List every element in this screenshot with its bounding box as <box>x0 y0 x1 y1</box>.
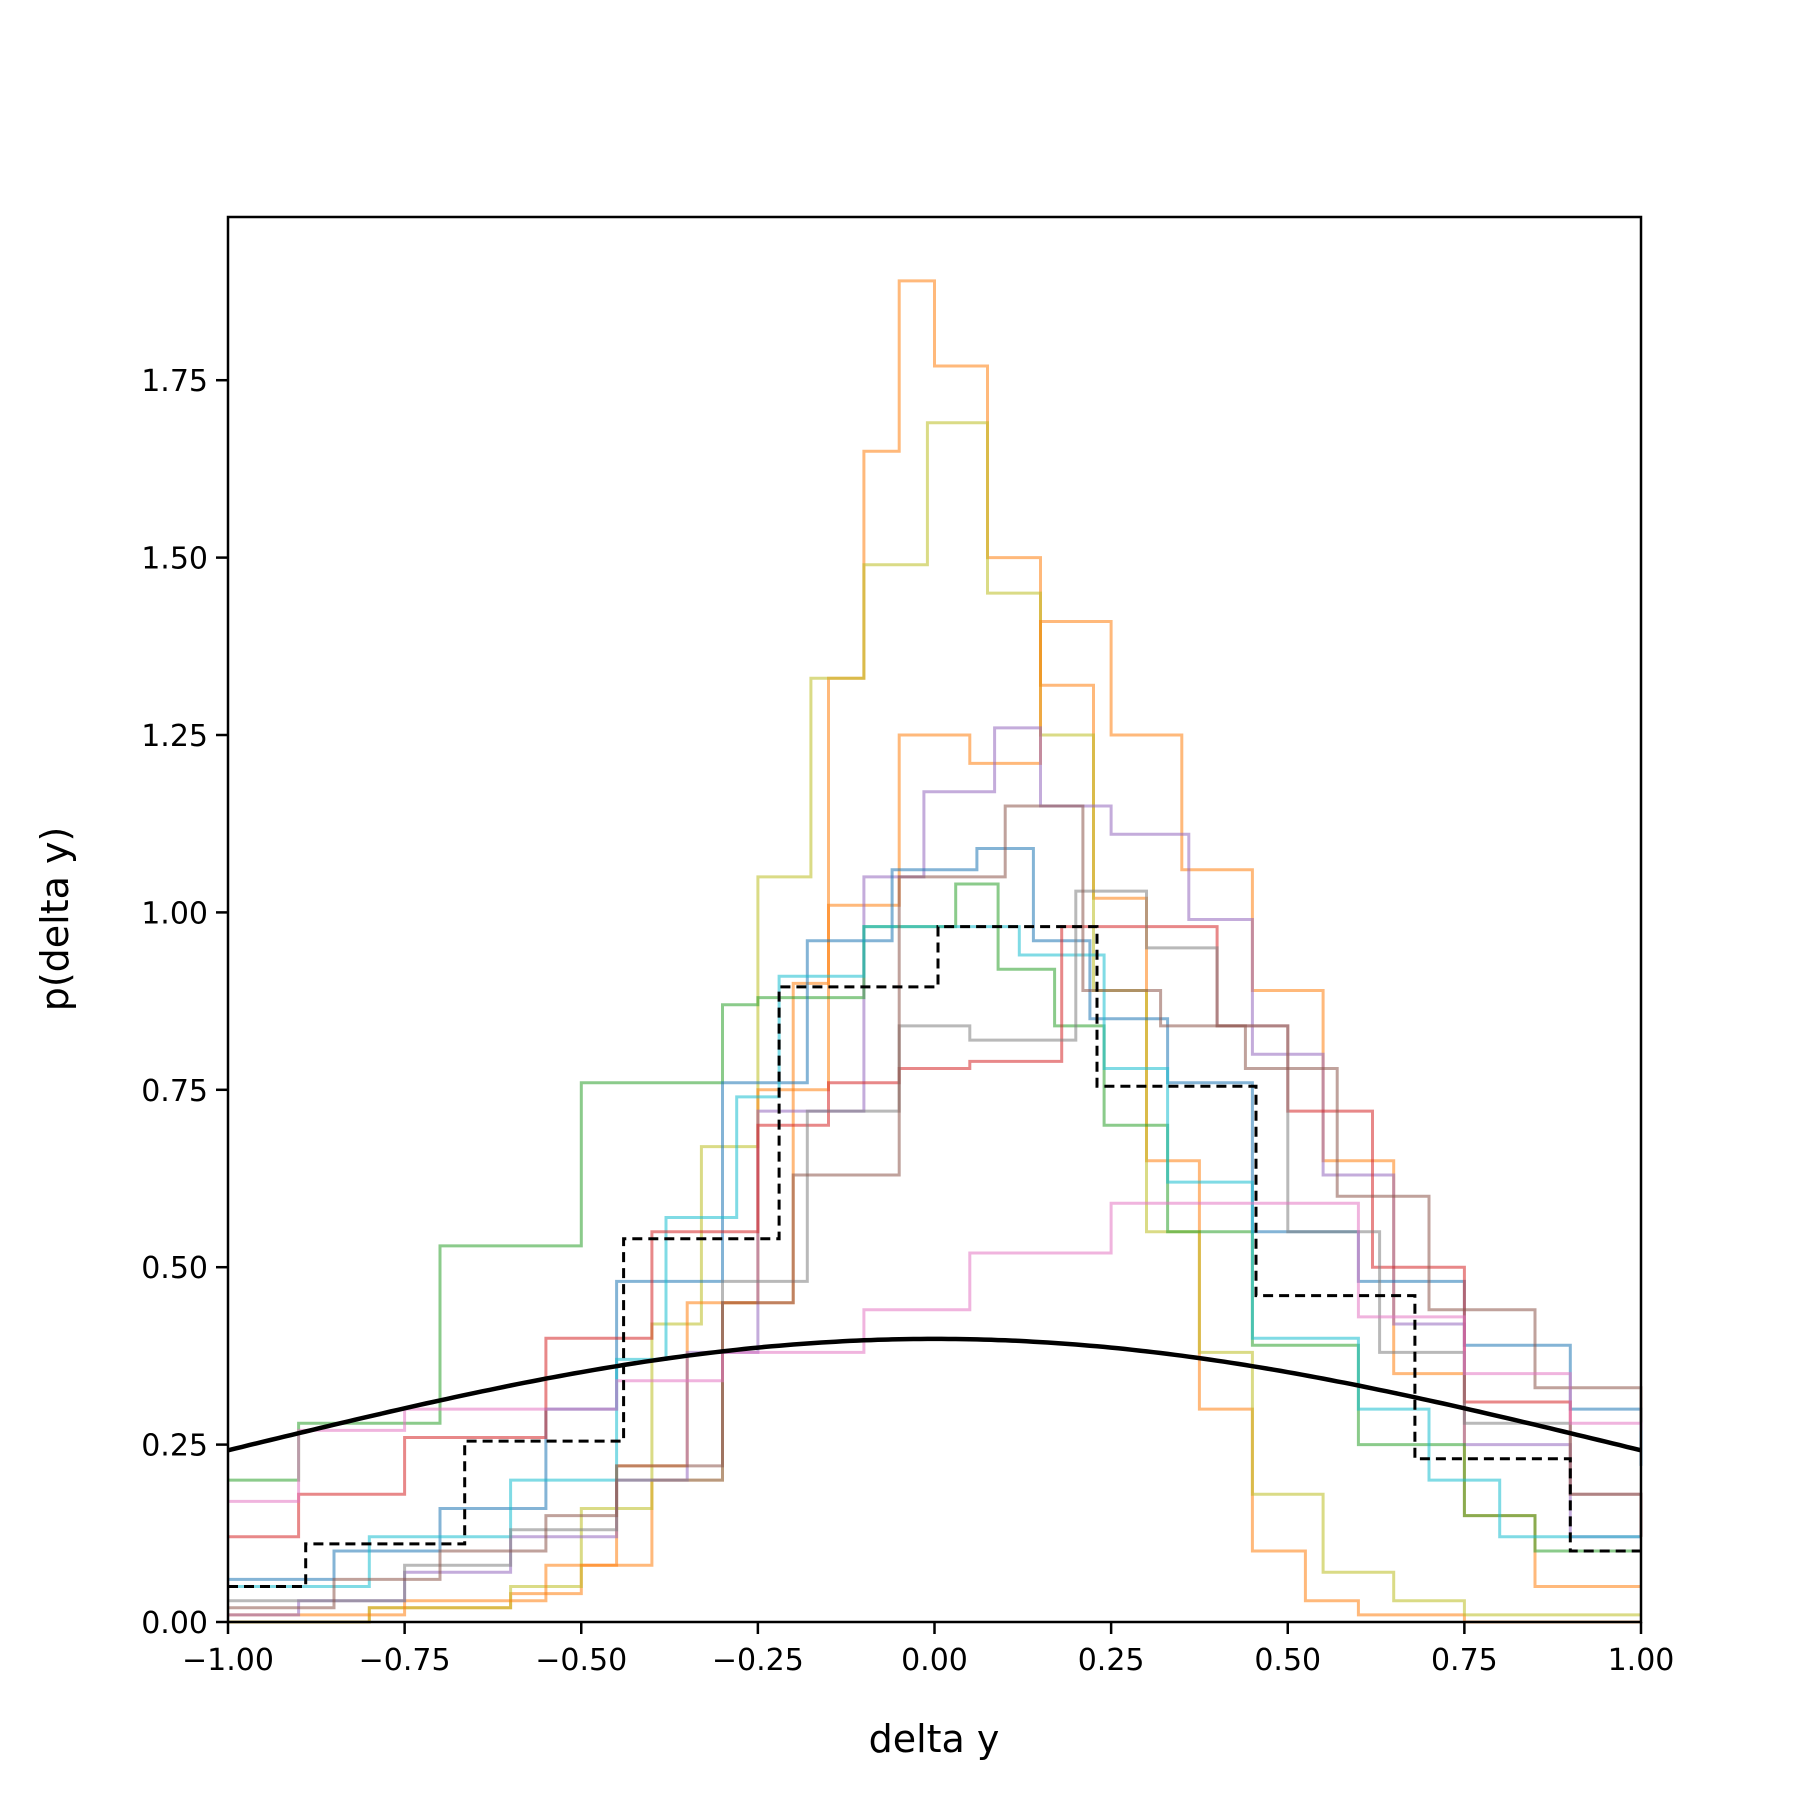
y-axis: 0.00 0.25 0.50 0.75 1.00 1.25 1.50 1.75 <box>141 364 228 1641</box>
normal-pdf-curve <box>227 1336 1642 1453</box>
y-tick-label: 0.00 <box>141 1606 208 1641</box>
y-tick-label: 1.50 <box>141 542 208 577</box>
x-tick-label: 0.50 <box>1254 1643 1321 1678</box>
y-tick-label: 1.25 <box>141 719 208 754</box>
x-tick-label: 0.25 <box>1078 1643 1145 1678</box>
y-axis-label: p(delta y) <box>33 827 77 1012</box>
sample-histogram-5 <box>228 882 1641 1553</box>
series-layer <box>228 279 1643 1624</box>
x-axis-label: delta y <box>869 1717 1000 1761</box>
x-tick-label: −0.50 <box>535 1643 627 1678</box>
plot-area <box>228 217 1641 1622</box>
y-tick-label: 0.75 <box>141 1074 208 1109</box>
x-tick-label: −0.75 <box>359 1643 451 1678</box>
x-tick-label: 0.00 <box>901 1643 968 1678</box>
sample-histogram-10 <box>228 804 1643 1610</box>
x-tick-label: −0.25 <box>712 1643 804 1678</box>
y-tick-label: 0.25 <box>141 1429 208 1464</box>
reference-layer <box>228 925 1641 1588</box>
x-axis: −1.00 −0.75 −0.50 −0.25 0.00 0.25 0.50 0.75 1.00 <box>182 1622 1674 1678</box>
reference-histogram <box>228 925 1641 1588</box>
x-tick-label: 1.00 <box>1608 1643 1675 1678</box>
x-tick-label: −1.00 <box>182 1643 274 1678</box>
sample-histogram-8 <box>228 925 1643 1539</box>
curve-layer <box>227 1336 1642 1453</box>
y-tick-label: 1.00 <box>141 896 208 931</box>
y-tick-label: 1.75 <box>141 364 208 399</box>
x-tick-label: 0.75 <box>1431 1643 1498 1678</box>
y-tick-label: 0.50 <box>141 1251 208 1286</box>
sample-histogram-2 <box>228 421 1641 1624</box>
